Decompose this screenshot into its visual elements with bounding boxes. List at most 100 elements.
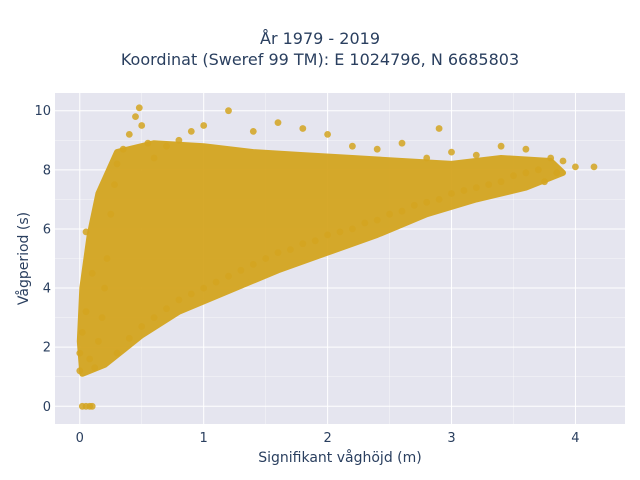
data-point — [125, 334, 133, 342]
data-point — [336, 228, 344, 236]
data-point — [262, 255, 270, 262]
data-point — [187, 127, 195, 135]
data-point — [76, 349, 84, 357]
data-point — [200, 122, 208, 129]
data-point — [349, 142, 356, 150]
data-point — [485, 181, 493, 189]
data-point — [559, 157, 567, 165]
data-point — [82, 308, 90, 316]
data-point — [150, 154, 158, 162]
data-point — [138, 323, 146, 330]
data-point — [472, 151, 480, 159]
data-point — [82, 228, 90, 236]
data-point — [103, 255, 111, 262]
point-cloud — [76, 140, 566, 377]
y-tick-label: 2 — [43, 341, 51, 356]
data-point — [590, 163, 598, 171]
data-point — [138, 122, 146, 129]
data-point — [460, 187, 468, 194]
data-point — [225, 272, 232, 280]
data-point — [274, 249, 282, 256]
data-point — [572, 163, 579, 171]
y-tick-label: 4 — [43, 282, 51, 297]
data-point — [522, 145, 530, 153]
x-tick-label: 1 — [200, 431, 208, 446]
data-point — [95, 337, 102, 345]
data-point — [324, 131, 331, 138]
data-point — [163, 305, 170, 313]
data-point — [435, 125, 443, 132]
data-point — [398, 139, 406, 147]
x-tick-label: 4 — [571, 431, 579, 446]
data-point — [119, 145, 127, 153]
y-axis-label: Vågperiod (s) — [15, 212, 32, 305]
data-point — [448, 190, 455, 197]
data-point — [86, 355, 94, 363]
data-point — [91, 364, 99, 372]
data-point — [410, 201, 418, 209]
data-point — [373, 145, 381, 153]
data-point — [125, 131, 133, 138]
data-point — [200, 284, 208, 292]
data-point — [101, 284, 108, 292]
data-point — [497, 178, 505, 186]
data-point — [249, 261, 257, 268]
y-tick-labels: 0 2 4 6 8 10 — [34, 104, 51, 415]
data-point — [497, 142, 505, 150]
data-point — [111, 181, 118, 189]
data-point — [175, 296, 183, 304]
data-point — [534, 166, 542, 174]
data-point — [78, 329, 86, 336]
data-point — [373, 216, 381, 224]
data-point — [541, 178, 548, 186]
data-point — [135, 104, 143, 112]
data-point — [398, 207, 406, 215]
data-point — [274, 119, 282, 126]
data-point — [88, 269, 96, 277]
data-point — [107, 210, 115, 218]
data-point — [324, 231, 331, 239]
data-point — [386, 210, 393, 218]
data-point — [287, 246, 294, 254]
data-point — [299, 240, 307, 248]
data-point — [225, 107, 232, 115]
data-point — [299, 125, 307, 132]
data-point — [522, 169, 530, 177]
data-point — [423, 154, 431, 162]
point-density-cloud — [76, 140, 566, 377]
data-point — [237, 266, 245, 274]
data-point — [448, 148, 455, 156]
data-point — [144, 139, 152, 147]
data-point — [435, 196, 443, 203]
x-tick-labels: 0 1 2 3 4 — [76, 431, 580, 446]
data-point — [311, 237, 319, 245]
data-points — [76, 104, 598, 410]
data-point — [472, 184, 480, 192]
data-point — [361, 219, 369, 227]
data-point — [175, 136, 183, 144]
data-point — [113, 349, 121, 357]
y-tick-label: 8 — [43, 163, 51, 178]
data-point — [88, 402, 96, 410]
data-point — [132, 113, 139, 120]
y-tick-label: 0 — [43, 400, 51, 415]
data-point — [553, 169, 561, 177]
data-point — [349, 225, 356, 233]
data-point — [113, 160, 121, 168]
data-point — [76, 367, 84, 375]
x-tick-label: 0 — [76, 431, 84, 446]
x-tick-label: 2 — [323, 431, 331, 446]
data-point — [547, 154, 555, 162]
chart-subtitle: Koordinat (Sweref 99 TM): E 1024796, N 6… — [120, 50, 520, 69]
x-tick-label: 3 — [447, 431, 455, 446]
data-point — [187, 290, 195, 298]
x-axis-label: Signifikant våghöjd (m) — [258, 449, 421, 466]
chart-title: År 1979 - 2019 — [260, 29, 380, 48]
data-point — [150, 314, 158, 321]
data-point — [98, 314, 106, 321]
data-point — [163, 142, 170, 150]
y-tick-label: 6 — [43, 222, 51, 237]
data-point — [510, 172, 517, 180]
